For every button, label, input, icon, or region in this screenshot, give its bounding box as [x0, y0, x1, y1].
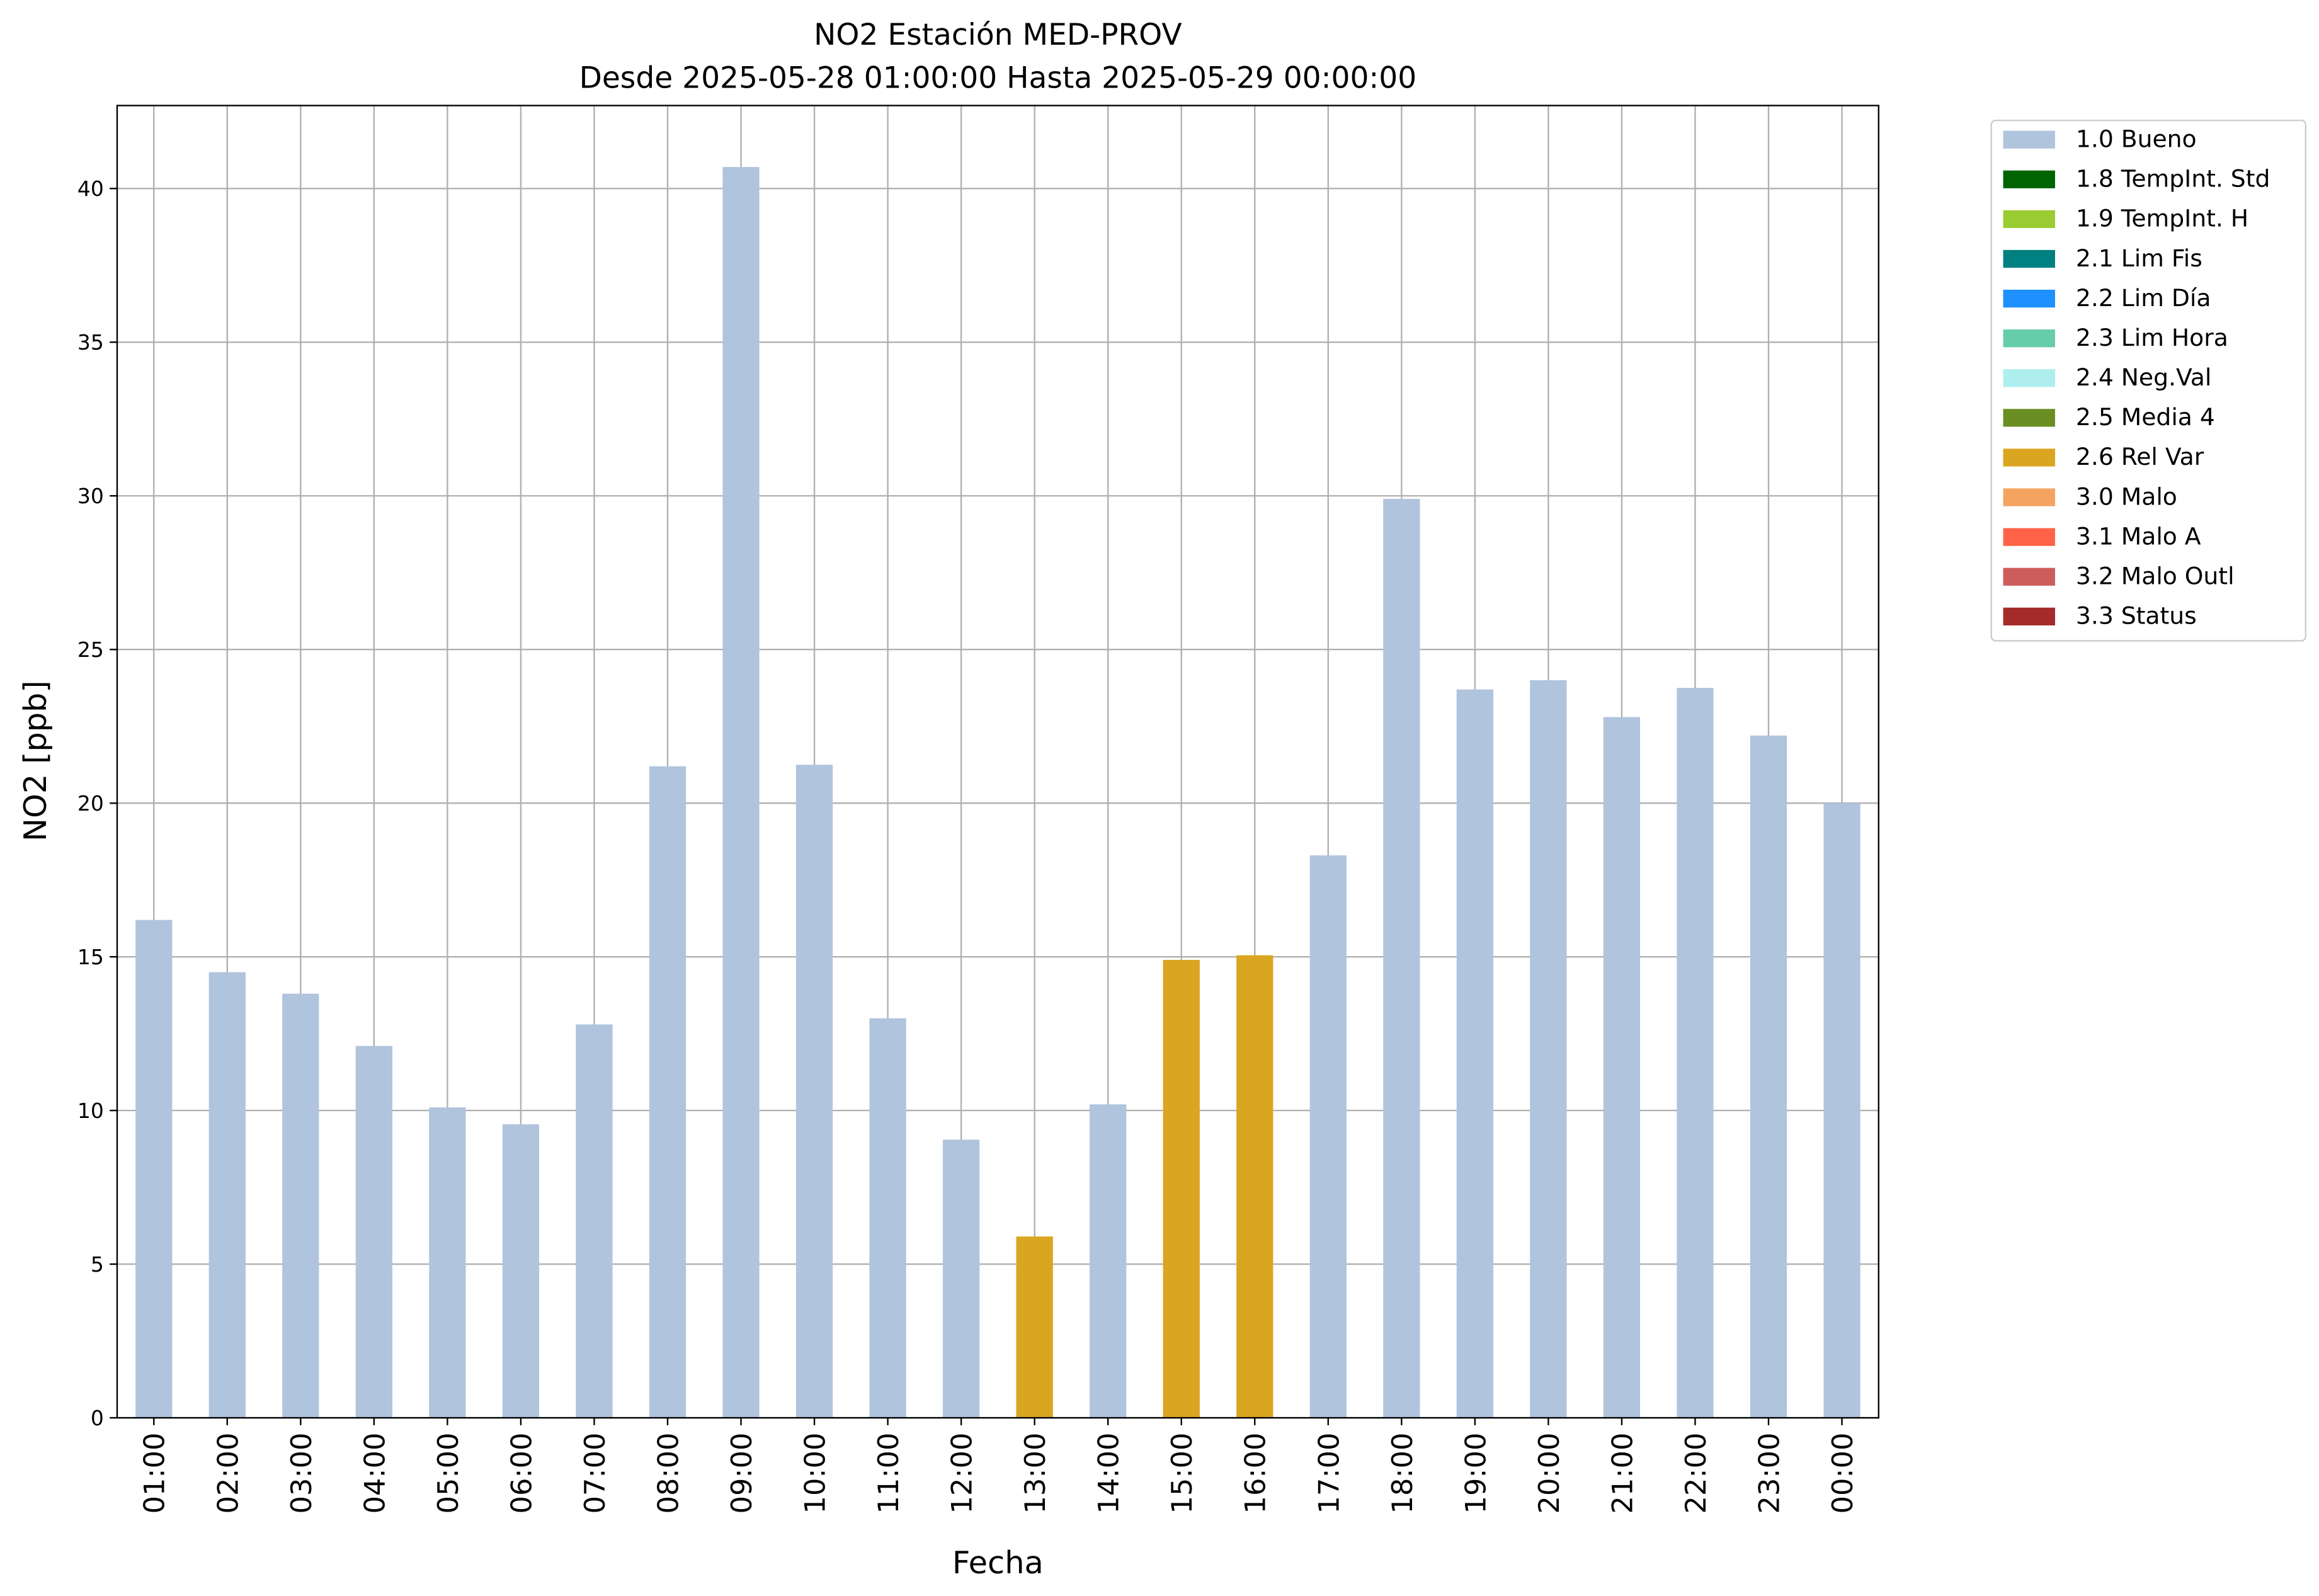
bar	[1823, 803, 1860, 1418]
x-tick-label: 16:00	[1239, 1433, 1272, 1514]
bar	[1677, 688, 1714, 1418]
bar	[208, 972, 246, 1418]
legend-swatch	[2003, 130, 2055, 149]
y-tick-label: 5	[91, 1252, 104, 1277]
y-tick-label: 25	[77, 637, 104, 662]
y-tick-label: 35	[77, 330, 104, 355]
y-tick-label: 20	[77, 791, 104, 816]
x-tick-label: 11:00	[872, 1433, 905, 1514]
bar	[502, 1124, 540, 1418]
legend-label: 2.3 Lim Hora	[2076, 324, 2228, 351]
legend-label: 2.6 Rel Var	[2076, 443, 2204, 470]
bar	[429, 1107, 466, 1418]
x-tick-label: 12:00	[945, 1433, 979, 1514]
x-tick-label: 04:00	[358, 1433, 391, 1514]
bars	[135, 167, 1860, 1418]
bar	[1456, 689, 1493, 1418]
x-tick-label: 07:00	[578, 1433, 612, 1514]
legend-label: 1.0 Bueno	[2076, 125, 2197, 152]
legend-label: 3.3 Status	[2076, 602, 2197, 630]
legend-label: 3.2 Malo Outl	[2076, 562, 2235, 590]
bar	[1090, 1104, 1127, 1418]
legend-label: 2.4 Neg.Val	[2076, 363, 2211, 391]
legend-swatch	[2003, 409, 2055, 427]
y-tick-label: 40	[77, 176, 104, 201]
legend-label: 1.8 TempInt. Std	[2076, 165, 2270, 193]
legend-swatch	[2003, 289, 2055, 308]
bar	[1016, 1236, 1053, 1418]
legend-label: 3.1 Malo A	[2076, 522, 2201, 550]
bar	[869, 1018, 906, 1418]
x-tick-label: 09:00	[725, 1433, 758, 1514]
bar	[1530, 680, 1567, 1418]
legend-swatch	[2003, 448, 2055, 467]
legend-label: 2.1 Lim Fis	[2076, 244, 2202, 272]
legend-swatch	[2003, 488, 2055, 506]
x-tick-label: 06:00	[504, 1433, 538, 1514]
bar	[135, 920, 173, 1418]
y-tick-label: 10	[77, 1098, 104, 1123]
x-tick-label: 19:00	[1459, 1433, 1492, 1514]
y-tick-label: 30	[77, 484, 104, 508]
x-tick-label: 23:00	[1752, 1433, 1786, 1514]
x-tick-label: 01:00	[138, 1433, 171, 1514]
x-tick-label: 03:00	[285, 1433, 318, 1514]
x-tick-label: 10:00	[799, 1433, 832, 1514]
legend-label: 1.9 TempInt. H	[2076, 205, 2248, 232]
x-tick-label: 02:00	[211, 1433, 244, 1514]
x-tick-label: 00:00	[1826, 1433, 1859, 1514]
bar	[1750, 735, 1787, 1418]
legend-box	[1990, 119, 2306, 642]
legend-swatch	[2003, 329, 2055, 348]
legend-label: 2.2 Lim Día	[2076, 284, 2211, 312]
x-axis-label: Fecha	[952, 1544, 1044, 1581]
legend-swatch	[2003, 170, 2055, 188]
bar	[1603, 717, 1641, 1418]
bar	[355, 1046, 392, 1418]
x-tick-label: 08:00	[651, 1433, 685, 1514]
plot-frame	[116, 105, 1879, 1419]
legend-label: 3.0 Malo	[2076, 482, 2177, 510]
bar	[576, 1024, 613, 1418]
x-tick-label: 20:00	[1532, 1433, 1566, 1514]
legend-swatch	[2003, 249, 2055, 268]
chart-subtitle: Desde 2025-05-28 01:00:00 Hasta 2025-05-…	[579, 60, 1417, 95]
x-tick-label: 17:00	[1312, 1433, 1345, 1514]
bar	[1309, 855, 1347, 1418]
y-tick-label: 0	[91, 1406, 104, 1430]
bar	[942, 1139, 980, 1418]
x-tick-label: 15:00	[1165, 1433, 1199, 1514]
legend-swatch	[2003, 607, 2055, 625]
x-tick-label: 22:00	[1679, 1433, 1712, 1514]
bar	[722, 167, 760, 1418]
legend-swatch	[2003, 528, 2055, 546]
y-axis-label: NO2 [ppb]	[17, 680, 54, 841]
x-tick-label: 21:00	[1605, 1433, 1639, 1514]
legend-swatch	[2003, 567, 2055, 586]
chart-title: NO2 Estación MED-PROV	[814, 18, 1182, 52]
bar	[795, 765, 833, 1418]
bar	[1236, 955, 1273, 1418]
bar	[282, 993, 319, 1418]
bar	[649, 766, 687, 1418]
x-tick-label: 18:00	[1386, 1433, 1419, 1514]
bar	[1383, 499, 1420, 1418]
x-tick-label: 13:00	[1018, 1433, 1052, 1514]
legend-swatch	[2003, 210, 2055, 229]
x-tick-label: 05:00	[431, 1433, 465, 1514]
legend-label: 2.5 Media 4	[2076, 403, 2215, 431]
legend-swatch	[2003, 369, 2055, 387]
x-tick-label: 14:00	[1092, 1433, 1125, 1514]
y-tick-label: 15	[77, 945, 104, 969]
bar	[1163, 960, 1200, 1418]
